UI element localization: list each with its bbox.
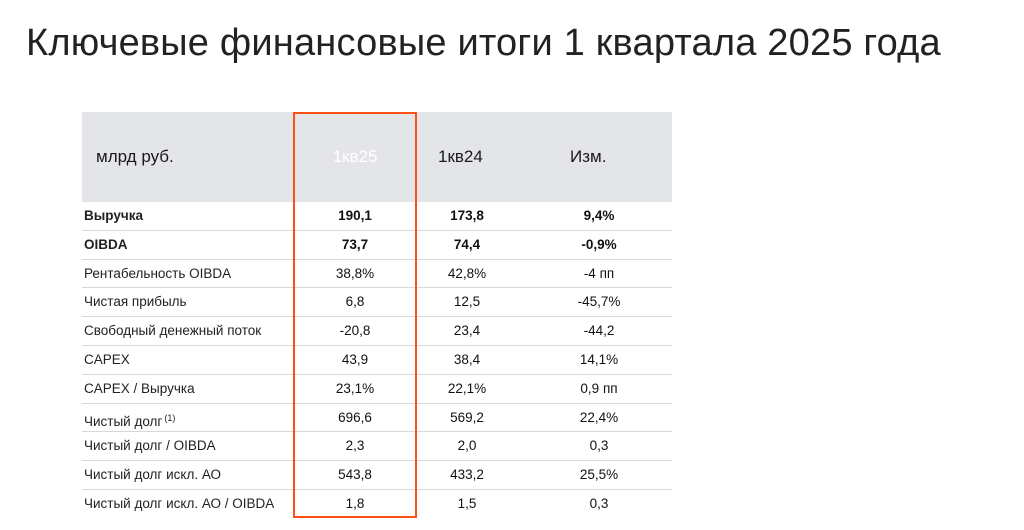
table-row: CAPEX 43,9 38,4 14,1% (82, 346, 672, 375)
value-1q25: 23,1% (335, 380, 375, 396)
value-change: -4 пп (583, 265, 615, 281)
table-row: Чистый долг искл. АО 543,8 433,2 25,5% (82, 461, 672, 490)
column-header-change: Изм. (570, 147, 607, 166)
value-1q25: -20,8 (339, 323, 371, 339)
value-change: -0,9% (581, 236, 617, 252)
row-label-text: Чистый долг / OIBDA (84, 438, 216, 454)
value-change: 22,4% (579, 409, 619, 425)
financial-table: млрд руб. 1кв25 1кв24 Изм. Выручка 190,1 1… (82, 112, 672, 518)
table-row: Чистая прибыль 6,8 12,5 -45,7% (82, 288, 672, 318)
table-row: OIBDA 73,7 74,4 -0,9% (82, 231, 672, 260)
row-label: Чистый долг искл. АО (84, 461, 221, 489)
row-label: Чистый долг (1) (84, 404, 175, 432)
table-row: Чистый долг / OIBDA 2,3 2,0 0,3 (82, 432, 672, 462)
value-1q25: 6,8 (345, 294, 365, 310)
row-label-text: Чистая прибыль (84, 294, 187, 310)
row-label: OIBDA (84, 231, 128, 259)
row-label-text: Чистый долг (84, 413, 163, 429)
table-row: Чистый долг (1) 696,6 569,2 22,4% (82, 404, 672, 433)
value-1q24: 2,0 (457, 438, 477, 454)
value-1q24: 1,5 (457, 495, 477, 511)
row-label-text: Чистый долг искл. АО (84, 467, 222, 483)
row-label-text: Рентабельность OIBDA (84, 265, 232, 281)
value-1q25: 73,7 (341, 236, 369, 252)
row-label-text: OIBDA (84, 236, 128, 252)
value-change: 0,9 пп (580, 380, 618, 396)
value-1q24: 569,2 (450, 409, 484, 425)
column-header-1q24: 1кв24 (438, 147, 483, 166)
row-label: CAPEX (84, 346, 130, 374)
footnote-marker: (1) (164, 412, 176, 423)
value-1q25: 38,8% (335, 265, 375, 281)
value-1q24: 74,4 (453, 236, 481, 252)
table-row: Чистый долг искл. АО / OIBDA 1,8 1,5 0,3 (82, 490, 672, 518)
row-label-text: CAPEX (84, 351, 130, 367)
table-row: Свободный денежный поток -20,8 23,4 -44,2 (82, 317, 672, 346)
table-body: Выручка 190,1 173,8 9,4% OIBDA 73,7 74,4 -0,9% Р… (82, 202, 672, 518)
table-row: Выручка 190,1 173,8 9,4% (82, 202, 672, 231)
value-change: 25,5% (579, 467, 619, 483)
value-change: 9,4% (583, 208, 615, 223)
row-label-text: Выручка (84, 208, 143, 223)
row-label-text: Чистый долг искл. АО / OIBDA (84, 495, 275, 511)
value-1q24: 173,8 (450, 208, 484, 223)
row-label: CAPEX / Выручка (84, 375, 195, 403)
value-1q25: 2,3 (345, 438, 365, 454)
table-row: Рентабельность OIBDA 38,8% 42,8% -4 пп (82, 260, 672, 289)
value-1q25: 43,9 (341, 351, 369, 367)
value-1q24: 23,4 (453, 323, 481, 339)
row-label: Чистый долг искл. АО / OIBDA (84, 490, 274, 518)
page-title: Ключевые финансовые итоги 1 квартала 202… (26, 22, 941, 64)
value-1q24: 42,8% (447, 265, 487, 281)
row-label: Чистая прибыль (84, 288, 187, 316)
column-header-1q25: 1кв25 (332, 147, 378, 166)
value-1q25: 696,6 (338, 409, 372, 425)
value-change: -45,7% (577, 294, 621, 310)
unit-label: млрд руб. (96, 147, 174, 166)
row-label-text: CAPEX / Выручка (84, 380, 195, 396)
value-1q25: 1,8 (345, 495, 365, 511)
value-1q24: 433,2 (450, 467, 484, 483)
row-label: Выручка (84, 202, 143, 230)
row-label: Чистый долг / OIBDA (84, 432, 216, 460)
value-1q25: 190,1 (338, 208, 372, 223)
row-label: Свободный денежный поток (84, 317, 261, 345)
value-change: 0,3 (589, 438, 609, 454)
table-row: CAPEX / Выручка 23,1% 22,1% 0,9 пп (82, 375, 672, 404)
value-change: 14,1% (579, 351, 619, 367)
value-1q24: 38,4 (453, 351, 481, 367)
value-change: 0,3 (589, 495, 609, 511)
table-header: млрд руб. 1кв25 1кв24 Изм. (82, 112, 672, 202)
value-1q24: 12,5 (453, 294, 481, 310)
row-label-text: Свободный денежный поток (84, 323, 262, 339)
value-1q25: 543,8 (338, 467, 372, 483)
row-label: Рентабельность OIBDA (84, 260, 231, 288)
value-1q24: 22,1% (447, 380, 487, 396)
value-change: -44,2 (583, 323, 615, 339)
